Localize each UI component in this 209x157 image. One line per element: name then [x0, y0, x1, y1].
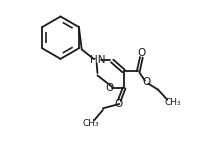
Text: O: O [106, 83, 114, 93]
Text: CH₃: CH₃ [164, 97, 181, 107]
Text: O: O [137, 48, 145, 58]
Text: O: O [115, 99, 123, 109]
Text: HN: HN [90, 55, 105, 65]
Text: O: O [143, 77, 151, 87]
Text: CH₃: CH₃ [83, 119, 99, 128]
